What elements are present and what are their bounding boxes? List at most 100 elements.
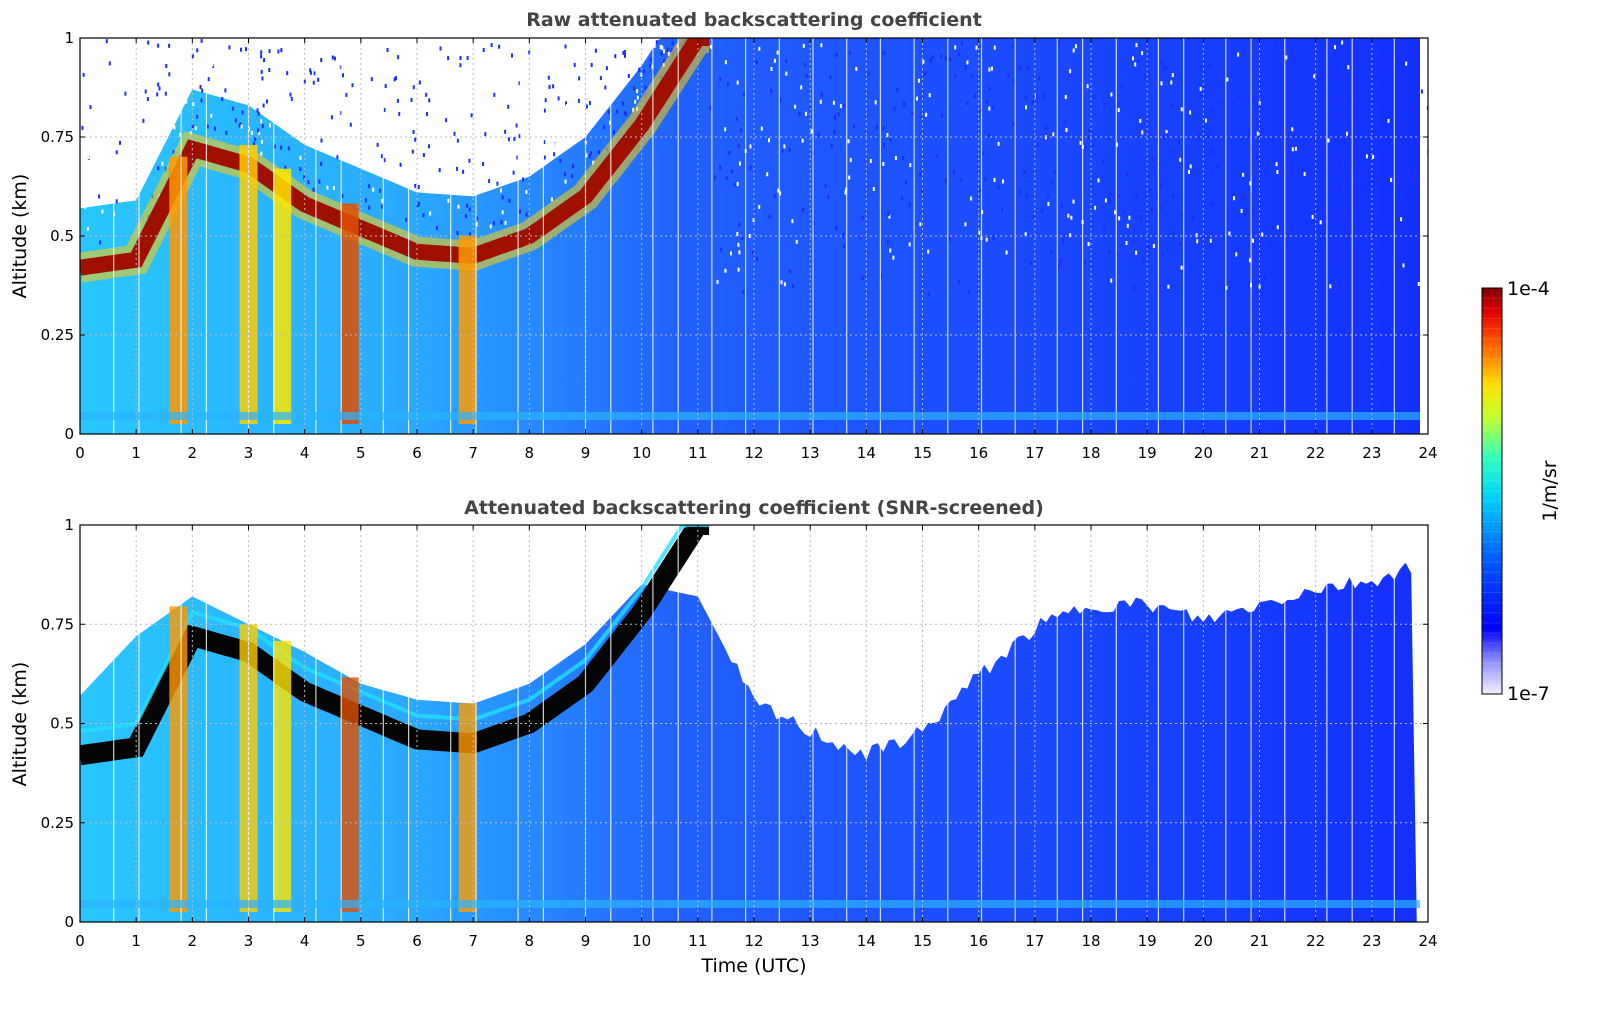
x-tick-label: 23 — [1362, 932, 1381, 950]
noise-speck — [1145, 193, 1148, 198]
noise-speck — [598, 150, 600, 155]
noise-speck — [1397, 184, 1400, 189]
noise-speck — [709, 105, 712, 110]
y-tick-label: 0.75 — [41, 615, 74, 633]
noise-speck — [165, 64, 168, 68]
noise-speck — [617, 79, 620, 84]
noise-speck — [928, 291, 931, 296]
noise-speck — [1110, 92, 1113, 97]
x-tick-label: 11 — [688, 932, 707, 950]
noise-speck — [867, 71, 870, 76]
noise-speck — [1363, 188, 1366, 193]
noise-speck — [1047, 201, 1050, 206]
noise-speck — [358, 41, 361, 46]
noise-speck — [623, 111, 626, 115]
noise-speck — [275, 97, 277, 102]
noise-speck — [1305, 130, 1308, 135]
noise-speck — [391, 127, 394, 132]
noise-speck — [527, 125, 530, 130]
noise-speck — [869, 159, 872, 163]
noise-speck — [489, 60, 492, 65]
noise-speck — [1060, 203, 1063, 208]
noise-speck — [263, 110, 266, 115]
noise-speck — [389, 160, 391, 165]
noise-speck — [728, 151, 731, 155]
noise-speck — [422, 153, 425, 157]
x-tick-label: 24 — [1418, 932, 1437, 950]
noise-speck — [655, 40, 658, 45]
noise-speck — [381, 198, 384, 203]
noise-speck — [1166, 133, 1169, 138]
noise-speck — [1274, 45, 1277, 50]
noise-speck — [1249, 181, 1252, 186]
noise-speck — [429, 136, 432, 141]
noise-speck — [632, 86, 635, 91]
noise-speck — [168, 72, 171, 77]
noise-speck — [1087, 242, 1090, 247]
noise-speck — [874, 100, 877, 105]
noise-speck — [527, 39, 530, 44]
noise-speck — [671, 41, 674, 46]
noise-speck — [917, 78, 920, 83]
noise-speck — [1346, 236, 1349, 241]
noise-speck — [288, 77, 291, 82]
noise-speck — [456, 231, 459, 235]
noise-speck — [1069, 233, 1072, 238]
noise-speck — [887, 212, 890, 217]
noise-speck — [1033, 215, 1036, 220]
noise-speck — [1059, 259, 1062, 264]
noise-speck — [1171, 73, 1174, 78]
x-tick-label: 1 — [131, 932, 141, 950]
noise-speck — [614, 90, 616, 95]
noise-speck — [964, 65, 967, 70]
noise-speck — [777, 188, 780, 193]
noise-speck — [231, 106, 234, 111]
noise-speck — [988, 106, 991, 111]
noise-speck — [1192, 216, 1195, 221]
noise-speck — [975, 45, 978, 50]
noise-speck — [737, 242, 740, 247]
noise-speck — [459, 56, 462, 60]
noise-speck — [161, 161, 164, 166]
noise-speck — [303, 175, 305, 180]
noise-speck — [643, 69, 646, 74]
noise-speck — [99, 240, 102, 245]
noise-speck — [740, 128, 742, 133]
noise-speck — [724, 60, 727, 65]
noise-speck — [800, 85, 803, 90]
noise-speck — [896, 88, 899, 93]
raw-x-axis: 0 1 2 3 4 5 6 7 8 9 10 11 12 13 14 15 16 17 18 19 20 21 22 23 24 — [75, 38, 1438, 462]
noise-speck — [196, 48, 199, 53]
noise-speck — [428, 98, 431, 103]
noise-speck — [414, 183, 417, 188]
noise-speck — [482, 48, 485, 52]
raw-gridlines — [80, 38, 1428, 434]
plume — [340, 203, 359, 424]
noise-speck — [412, 85, 415, 90]
noise-speck — [333, 56, 336, 61]
noise-speck — [235, 90, 238, 95]
panel-screened-xlabel: Time (UTC) — [700, 955, 806, 977]
noise-speck — [544, 98, 547, 103]
noise-speck — [971, 74, 974, 79]
noise-speck — [1359, 180, 1362, 185]
noise-speck — [892, 255, 895, 260]
noise-speck — [758, 204, 761, 209]
noise-speck — [788, 147, 791, 152]
noise-speck — [770, 67, 773, 71]
panel-raw-title: Raw attenuated backscattering coefficien… — [526, 9, 982, 31]
noise-speck — [142, 163, 145, 168]
noise-speck — [289, 92, 292, 97]
noise-speck — [95, 175, 98, 179]
noise-speck — [1208, 150, 1211, 155]
noise-speck — [663, 58, 666, 63]
noise-speck — [1103, 102, 1106, 107]
noise-speck — [882, 51, 885, 56]
noise-speck — [263, 58, 266, 63]
noise-speck — [571, 174, 574, 179]
noise-speck — [1152, 165, 1155, 170]
noise-speck — [773, 194, 776, 198]
noise-speck — [464, 142, 467, 147]
noise-speck — [988, 67, 991, 72]
noise-speck — [364, 198, 367, 203]
